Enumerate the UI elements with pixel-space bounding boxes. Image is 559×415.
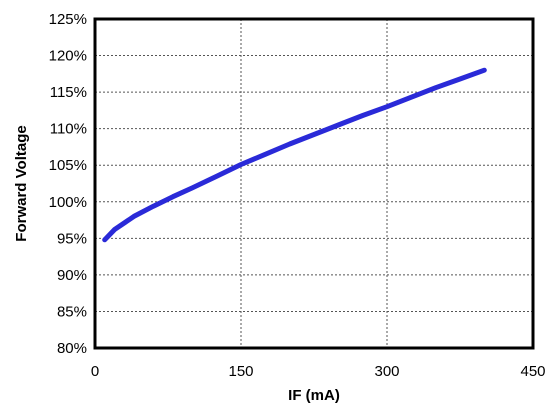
grid — [95, 19, 533, 348]
series-layer — [102, 67, 487, 243]
series-line-0 — [102, 67, 487, 243]
y-tick-label-7: 115% — [50, 84, 87, 101]
x-tick-label-3: 450 — [520, 363, 545, 380]
y-tick-label-4: 100% — [49, 194, 87, 211]
y-tick-label-0: 80% — [57, 340, 87, 357]
y-tick-label-5: 105% — [49, 157, 87, 174]
x-tick-label-0: 0 — [91, 363, 99, 380]
y-tick-label-1: 85% — [57, 303, 87, 320]
x-tick-label-1: 150 — [228, 363, 253, 380]
y-axis-ticks: 80% 85% 90% 95% 100% 105% 110% 115% 120% 125% — [49, 11, 87, 357]
y-tick-label-2: 90% — [57, 267, 87, 284]
y-axis-label: Forward Voltage — [13, 125, 30, 241]
y-tick-label-8: 120% — [49, 48, 87, 65]
x-axis-label: IF (mA) — [288, 387, 340, 404]
y-tick-label-9: 125% — [49, 11, 87, 28]
x-axis-ticks: 0 150 300 450 — [91, 363, 546, 380]
y-tick-label-6: 110% — [50, 121, 87, 138]
x-tick-label-2: 300 — [374, 363, 399, 380]
plot-frame — [93, 17, 535, 350]
y-tick-label-3: 95% — [57, 230, 87, 247]
